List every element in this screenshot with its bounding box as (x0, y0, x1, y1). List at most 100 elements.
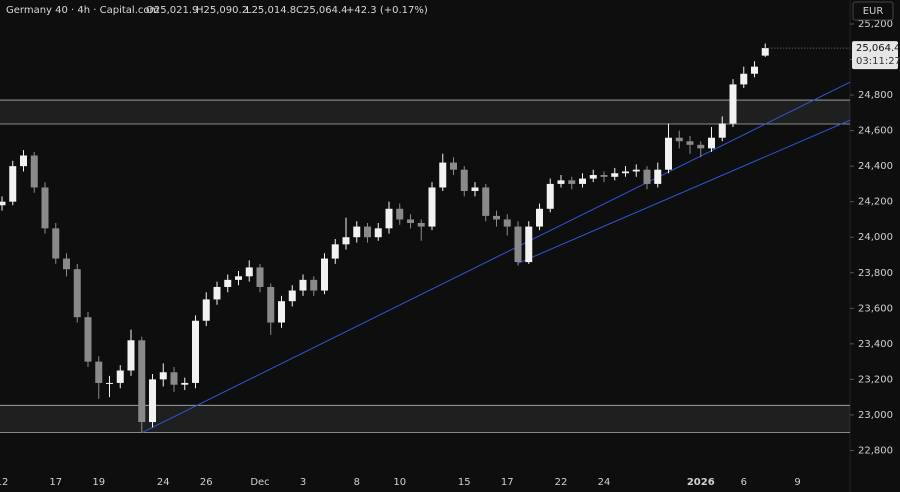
candle-body (0, 201, 6, 206)
price-tag-label: 25,064.4 (856, 43, 900, 54)
candle-body (288, 290, 296, 302)
candle-body (52, 228, 60, 259)
trendline (141, 81, 851, 434)
x-tick-label: 3 (300, 477, 306, 488)
x-tick-label: Dec (250, 477, 269, 488)
candle-body (643, 169, 651, 184)
candle-body (138, 340, 146, 423)
ohlc-high: H25,090.2 (196, 5, 248, 16)
candle-body (245, 267, 253, 277)
candle-body (417, 223, 425, 227)
candle-body (514, 226, 522, 263)
candle-body (374, 228, 382, 238)
candle-body (106, 382, 113, 384)
candle-body (127, 340, 135, 371)
candle-body (192, 320, 199, 383)
candle-body (73, 269, 81, 318)
candle-body (278, 301, 285, 323)
x-tick-label: 6 (741, 477, 747, 488)
candle-body (697, 144, 705, 149)
candle-body (622, 171, 629, 174)
candle-body (740, 73, 748, 85)
x-tick-label: 24 (598, 477, 611, 488)
x-tick-label: 10 (393, 477, 406, 488)
y-tick-label: 23,800 (858, 268, 893, 279)
candle-body (708, 137, 715, 149)
candle-body (460, 169, 468, 192)
candle-body (396, 208, 404, 220)
x-tick-label: 12 (0, 477, 8, 488)
candle-body (310, 279, 318, 291)
candle-body (439, 162, 447, 188)
candle-body (353, 226, 361, 238)
candle-body (63, 258, 70, 270)
candle-body (751, 66, 758, 74)
x-tick-label: 2026 (687, 477, 715, 488)
candle-body (159, 372, 167, 380)
candle-body (482, 187, 490, 216)
candle-body (600, 175, 608, 177)
candle-body (95, 361, 103, 383)
candle-body (149, 379, 156, 423)
candle-body (407, 219, 414, 224)
y-tick-label: 24,400 (858, 161, 893, 172)
candle-body (525, 226, 533, 263)
candle-body (428, 187, 436, 227)
candle-body (611, 173, 619, 177)
y-tick-label: 24,800 (858, 90, 893, 101)
y-tick-label: 23,000 (858, 410, 893, 421)
y-tick-label: 24,200 (858, 197, 893, 208)
y-tick-label: 23,400 (858, 339, 893, 350)
candle-body (493, 215, 500, 220)
candle-body (761, 48, 769, 56)
y-tick-label: 23,600 (858, 303, 893, 314)
currency-box[interactable] (852, 1, 894, 21)
candle-body (20, 155, 27, 167)
candle-body (557, 180, 565, 184)
price-tag (852, 41, 898, 70)
candle-body (84, 317, 92, 362)
instrument: Germany 40 · 4h · Capital.com (6, 5, 159, 16)
candle-body (589, 175, 597, 179)
candle-body (364, 226, 371, 238)
x-tick-label: 19 (92, 477, 105, 488)
x-tick-label: 8 (354, 477, 360, 488)
candle-body (202, 299, 210, 321)
y-tick-label: 24,000 (858, 232, 893, 243)
candle-body (385, 208, 393, 229)
candle-body (224, 279, 232, 287)
candle-body (675, 137, 683, 142)
candle-body (267, 286, 275, 323)
candle-body (342, 237, 350, 245)
candle-body (654, 169, 662, 184)
y-tick-label: 24,600 (858, 126, 893, 137)
candle-body (450, 162, 457, 170)
candle-body (568, 180, 576, 184)
candle-body (116, 370, 124, 383)
candle-body (686, 141, 694, 145)
candle-body (181, 382, 189, 385)
x-tick-label: 26 (200, 477, 213, 488)
x-tick-label: 9 (794, 477, 800, 488)
candle-body (503, 219, 511, 227)
change: +42.3 (+0.17%) (346, 5, 428, 16)
trendline (517, 119, 851, 264)
candle-body (299, 279, 307, 291)
x-tick-label: 24 (157, 477, 170, 488)
candle-body (579, 178, 586, 184)
currency[interactable]: EUR (863, 6, 884, 17)
candle-body (213, 286, 221, 300)
candle-body (665, 137, 672, 170)
candle-body (321, 258, 328, 291)
candle-body (30, 155, 38, 188)
y-tick-label: 23,200 (858, 374, 893, 385)
ohlc-low: L25,014.8 (246, 5, 296, 16)
candle-body (632, 169, 640, 172)
candle-body (41, 187, 49, 229)
zone (0, 100, 850, 125)
zone (0, 405, 850, 433)
candle-body (331, 244, 339, 259)
